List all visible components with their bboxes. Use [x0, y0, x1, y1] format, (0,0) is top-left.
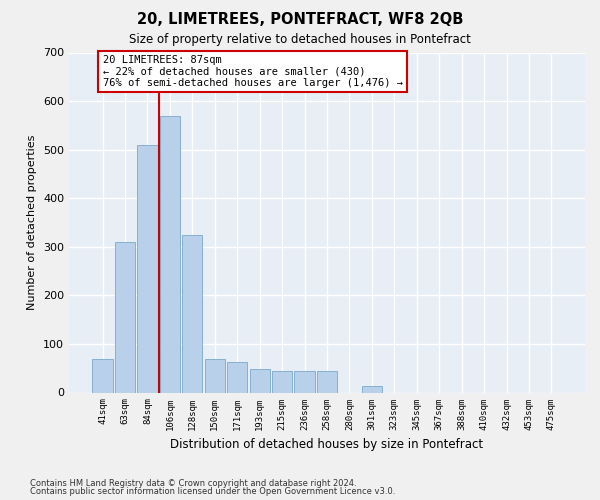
- Bar: [362, 386, 382, 392]
- Bar: [137, 145, 158, 392]
- Text: 20 LIMETREES: 87sqm
← 22% of detached houses are smaller (430)
76% of semi-detac: 20 LIMETREES: 87sqm ← 22% of detached ho…: [103, 55, 403, 88]
- Bar: [115, 242, 135, 392]
- Bar: [272, 370, 292, 392]
- Text: Contains HM Land Registry data © Crown copyright and database right 2024.: Contains HM Land Registry data © Crown c…: [30, 478, 356, 488]
- Text: Size of property relative to detached houses in Pontefract: Size of property relative to detached ho…: [129, 32, 471, 46]
- X-axis label: Distribution of detached houses by size in Pontefract: Distribution of detached houses by size …: [170, 438, 484, 451]
- Bar: [205, 358, 225, 392]
- Bar: [160, 116, 180, 392]
- Bar: [182, 234, 202, 392]
- Bar: [250, 369, 270, 392]
- Text: Contains public sector information licensed under the Open Government Licence v3: Contains public sector information licen…: [30, 487, 395, 496]
- Text: 20, LIMETREES, PONTEFRACT, WF8 2QB: 20, LIMETREES, PONTEFRACT, WF8 2QB: [137, 12, 463, 28]
- Bar: [317, 371, 337, 392]
- Bar: [227, 362, 247, 392]
- Y-axis label: Number of detached properties: Number of detached properties: [28, 135, 37, 310]
- Bar: [92, 358, 113, 392]
- Bar: [295, 371, 314, 392]
